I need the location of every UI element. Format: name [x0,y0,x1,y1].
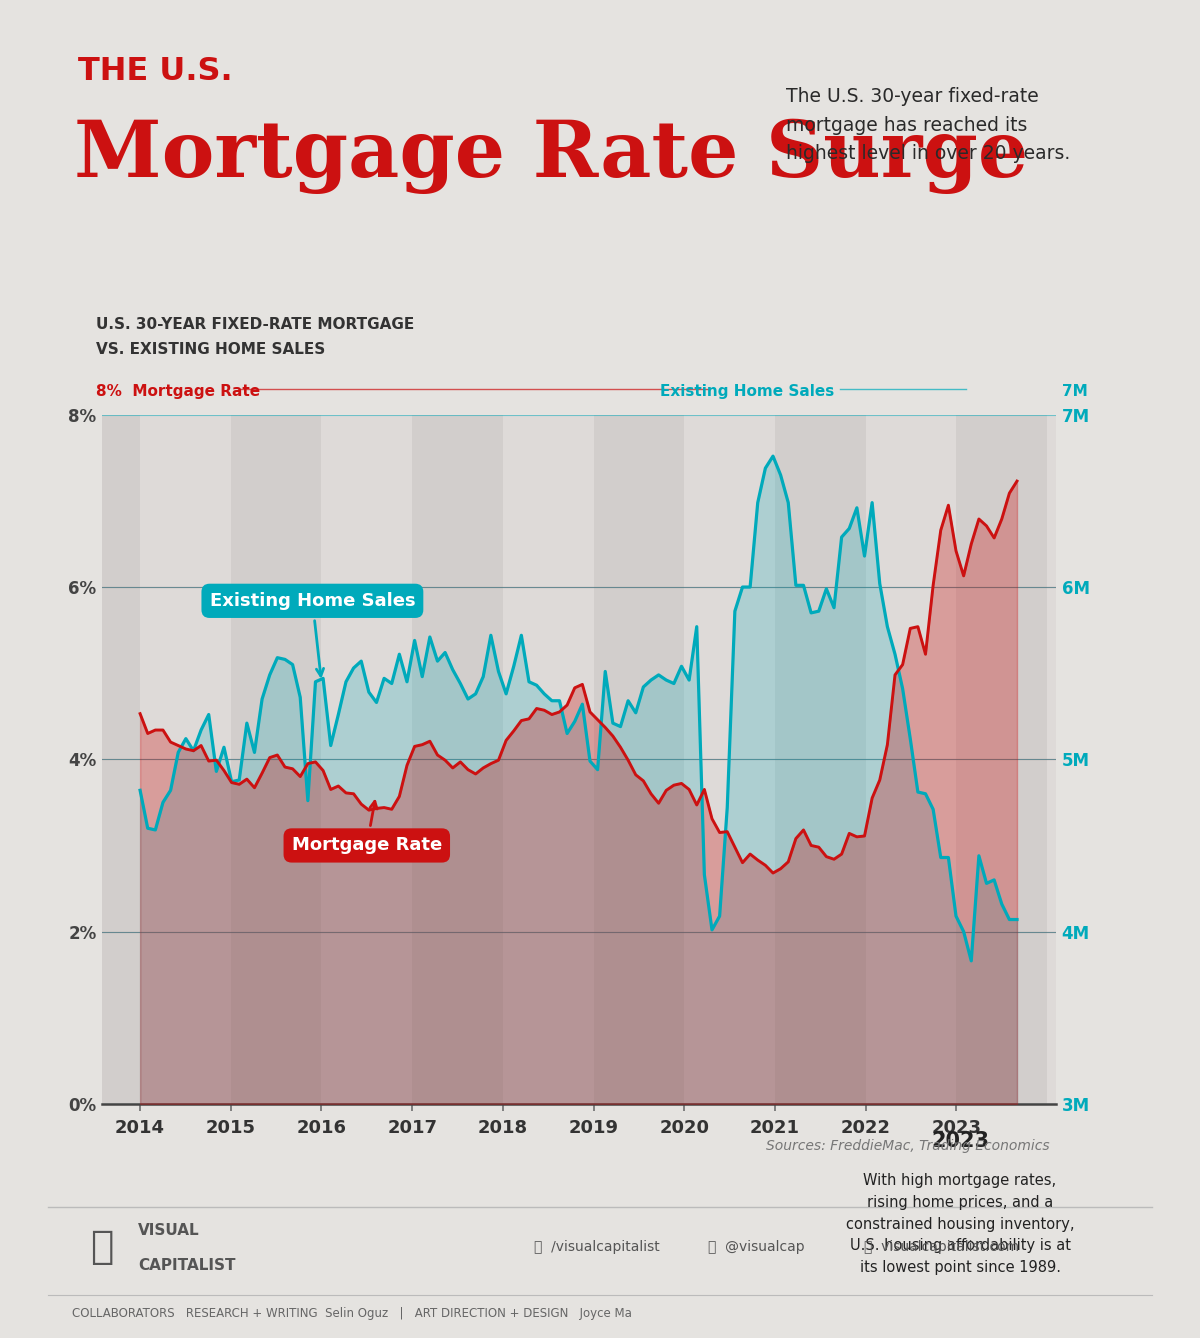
Bar [140,415,230,1104]
Text: Existing Home Sales: Existing Home Sales [210,591,415,676]
Text: CAPITALIST: CAPITALIST [138,1258,235,1272]
Bar [230,415,322,1104]
Bar [594,415,684,1104]
Text: Mortgage Rate: Mortgage Rate [292,801,442,855]
Text: COLLABORATORS   RESEARCH + WRITING  Selin Oguz   |   ART DIRECTION + DESIGN   Jo: COLLABORATORS RESEARCH + WRITING Selin O… [72,1307,632,1321]
Text: Ⓕ  /visualcapitalist: Ⓕ /visualcapitalist [534,1240,660,1254]
Text: 👁: 👁 [90,1228,113,1266]
Bar [503,415,594,1104]
Text: 7M: 7M [1062,384,1087,399]
Text: VS. EXISTING HOME SALES: VS. EXISTING HOME SALES [96,343,325,357]
Bar [956,415,1046,1104]
Text: The U.S. 30-year fixed-rate
mortgage has reached its
highest level in over 20 ye: The U.S. 30-year fixed-rate mortgage has… [786,87,1070,163]
Text: Existing Home Sales: Existing Home Sales [660,384,834,399]
Bar [865,415,956,1104]
Text: Ⓕ  @visualcap: Ⓕ @visualcap [708,1240,805,1254]
Text: U.S. 30-YEAR FIXED-RATE MORTGAGE: U.S. 30-YEAR FIXED-RATE MORTGAGE [96,317,414,332]
Text: THE U.S.: THE U.S. [78,56,233,87]
Bar [49,415,140,1104]
Bar [412,415,503,1104]
Text: Mortgage Rate Surge: Mortgage Rate Surge [74,118,1028,194]
Bar [1046,415,1138,1104]
Text: 8%  Mortgage Rate: 8% Mortgage Rate [96,384,260,399]
Text: Ⓕ  visualcapitalist.com: Ⓕ visualcapitalist.com [864,1240,1019,1254]
Bar [684,415,775,1104]
Bar [322,415,412,1104]
Text: With high mortgage rates,
rising home prices, and a
constrained housing inventor: With high mortgage rates, rising home pr… [846,1173,1074,1275]
Text: Sources: FreddieMac, Trading Economics: Sources: FreddieMac, Trading Economics [767,1140,1050,1153]
Bar [775,415,865,1104]
Text: 2023: 2023 [931,1131,989,1151]
Text: VISUAL: VISUAL [138,1223,199,1238]
